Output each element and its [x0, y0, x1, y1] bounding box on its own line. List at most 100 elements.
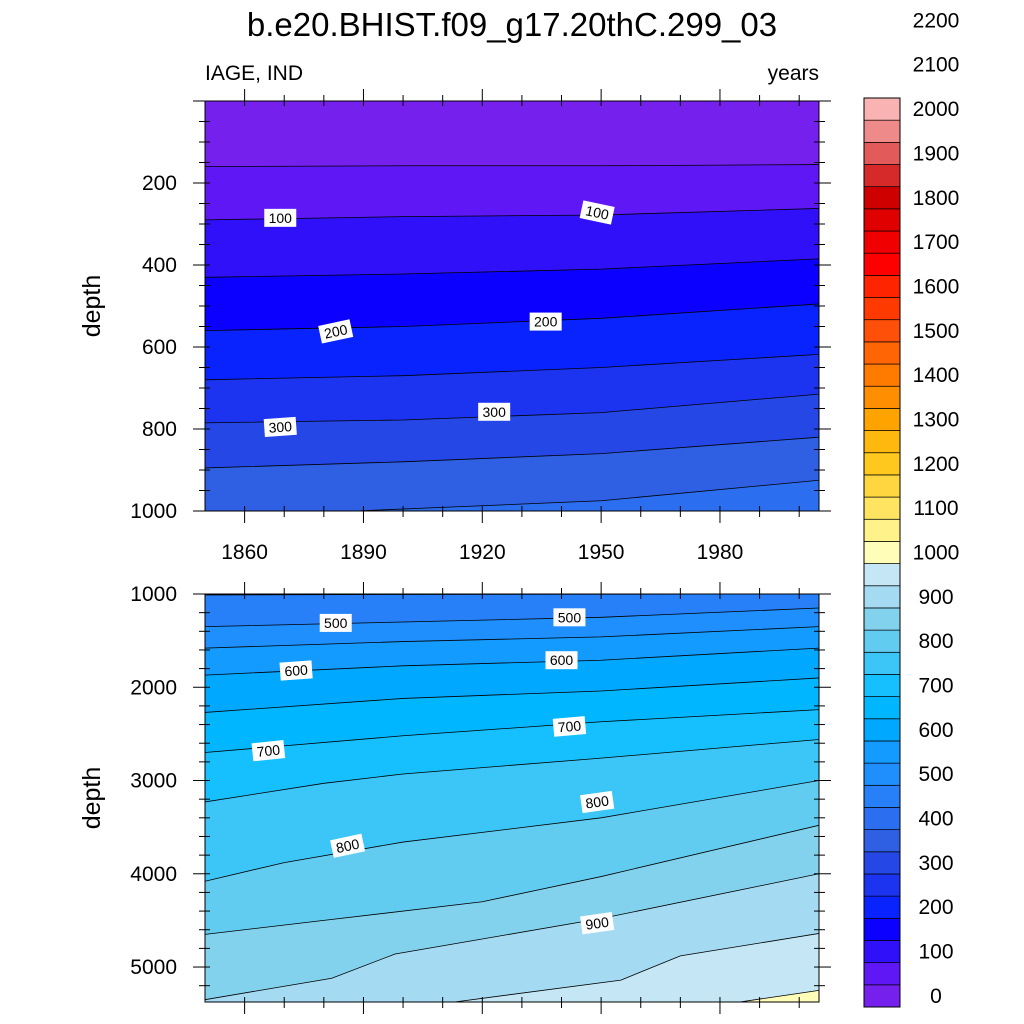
contour-label-text: 200 [534, 314, 558, 330]
colorbar-label: 800 [918, 630, 953, 653]
colorbar-label: 1900 [913, 142, 960, 165]
y-tick-label: 3000 [130, 770, 177, 793]
y-tick-label: 1000 [130, 500, 177, 523]
contour-label: 300 [478, 402, 511, 421]
contour-line [205, 303, 819, 331]
colorbar-label: 400 [918, 808, 953, 831]
y-axis-label: depth [78, 767, 106, 830]
contour-label: 500 [319, 613, 352, 632]
contour-line [205, 208, 819, 221]
colorbar-swatch [863, 829, 901, 853]
contour-line [205, 353, 819, 381]
contour-label-text: 500 [324, 615, 348, 631]
colorbar-swatch [863, 784, 901, 808]
x-tick-label: 1950 [578, 541, 625, 564]
colorbar-swatch [863, 762, 901, 786]
colorbar-swatch [863, 696, 901, 720]
contour-label-text: 100 [584, 202, 610, 223]
contour-line [205, 709, 819, 753]
figure-title: b.e20.BHIST.f09_g17.20thC.299_03 [246, 6, 778, 43]
contour-label-text: 300 [268, 418, 293, 436]
contour-label-text: 900 [584, 914, 610, 933]
colorbar-swatch [863, 385, 901, 409]
contour-label-box [552, 716, 587, 737]
contour-label: 600 [545, 651, 578, 670]
contour-label: 900 [580, 912, 615, 935]
contour-label: 300 [263, 416, 297, 438]
colorbar-swatch [863, 984, 901, 1008]
x-tick-label: 1890 [340, 541, 387, 564]
colorbar-swatch [863, 496, 901, 520]
contour-line [205, 607, 819, 628]
contour-line [205, 164, 819, 167]
x-tick-label: 1920 [459, 541, 506, 564]
y-tick-label: 400 [142, 254, 177, 277]
colorbar-label: 100 [918, 941, 953, 964]
colorbar-swatch [863, 119, 901, 143]
contour-line [355, 479, 819, 511]
contour-label-box [319, 613, 352, 632]
colorbar-label: 1400 [913, 364, 960, 387]
contour-label: 700 [251, 740, 286, 762]
colorbar-swatch [863, 297, 901, 321]
colorbar-swatch [863, 873, 901, 897]
contour-line [454, 933, 819, 1002]
contour-line [205, 626, 819, 649]
colorbar-swatch [863, 164, 901, 188]
colorbar-label: 1100 [913, 497, 958, 520]
band-fill [355, 480, 819, 511]
colorbar-label: 700 [918, 675, 953, 698]
contour-line [739, 989, 819, 1002]
contour-label: 100 [579, 200, 615, 225]
colorbar-swatch [863, 363, 901, 387]
colorbar-swatch [863, 452, 901, 476]
colorbar-label: 1600 [913, 275, 960, 298]
colorbar-label: 200 [918, 896, 953, 919]
contour-label: 200 [529, 312, 562, 331]
colorbar-swatch [863, 807, 901, 830]
colorbar-swatch [863, 341, 901, 365]
colorbar-label: 0 [930, 985, 942, 1008]
colorbar-swatch [863, 252, 901, 276]
colorbar-label: 1200 [913, 453, 960, 476]
colorbar-swatch [863, 607, 901, 631]
colorbar-swatch [863, 541, 901, 564]
contour-label-text: 700 [557, 717, 582, 735]
contour-label-box [264, 208, 297, 227]
contour-label-box [330, 833, 366, 858]
colorbar-swatch [863, 585, 901, 609]
colorbar-label: 900 [918, 586, 953, 609]
contour-label-box [529, 312, 562, 331]
plot-frame [204, 593, 820, 1003]
units-subtitle: years [767, 62, 819, 85]
contour-label-box [263, 416, 297, 438]
colorbar-swatch [863, 230, 901, 254]
contour-line [205, 780, 819, 882]
contour-label: 700 [552, 716, 587, 737]
contour-line [205, 436, 819, 469]
colorbar-swatch [863, 917, 901, 941]
y-tick-label: 800 [142, 418, 177, 441]
colorbar-swatch [863, 629, 901, 653]
y-axis-label: depth [78, 275, 106, 338]
colorbar-frame [863, 97, 901, 1008]
x-tick-label: 1860 [221, 541, 268, 564]
contour-label-text: 800 [584, 792, 610, 811]
contour-fills [205, 594, 819, 1002]
colorbar-swatch [863, 851, 901, 875]
contour-label-box [579, 200, 615, 225]
upper-panel: 100 100 200 200 300 300 1860 1890 1920 1950 1980 20… [78, 89, 831, 564]
colorbar-label: 2200 [913, 9, 960, 32]
colorbar-swatch [863, 208, 901, 232]
colorbar-label: 500 [918, 763, 953, 786]
contour-label-text: 600 [284, 662, 309, 680]
variable-subtitle: IAGE, IND [205, 62, 304, 85]
colorbar-swatch [863, 940, 901, 964]
contour-label: 500 [553, 608, 586, 627]
x-tick-label: 1980 [697, 541, 744, 564]
colorbar-label: 1300 [913, 408, 960, 431]
contour-label-text: 200 [323, 321, 349, 342]
colorbar-swatch [863, 563, 901, 587]
